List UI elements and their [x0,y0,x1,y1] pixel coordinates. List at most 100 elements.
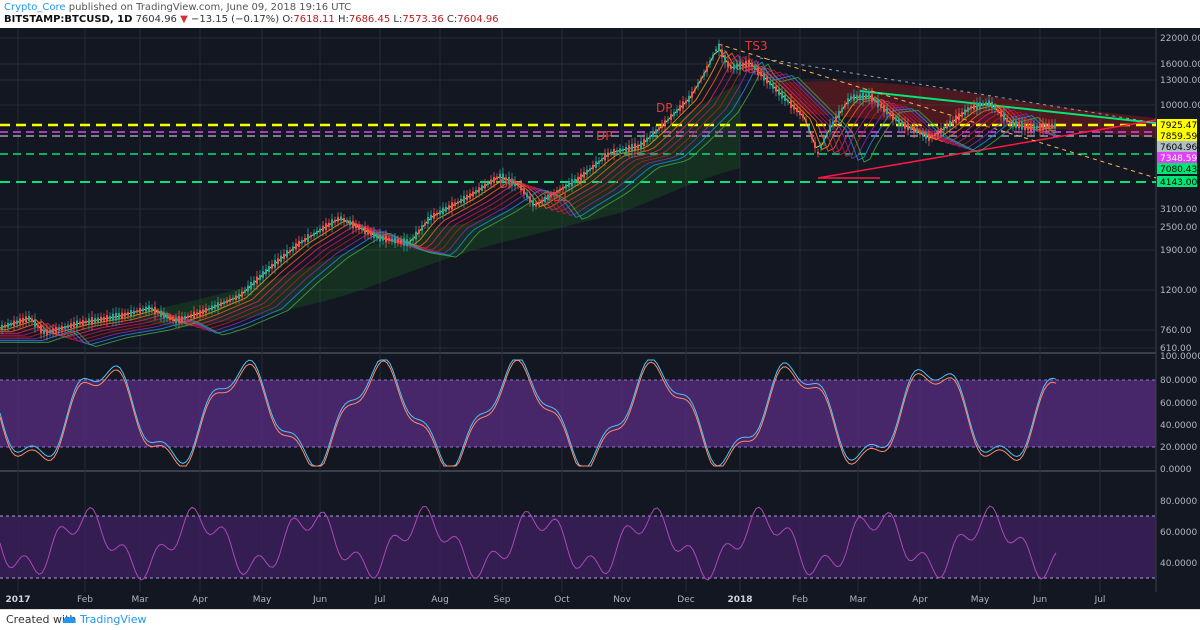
low-value: 7573.36 [402,14,444,25]
open-value: 7618.11 [293,14,335,25]
candle-body [835,116,837,122]
candle-body [187,315,189,319]
candle-body [676,109,678,113]
candle-body [280,255,282,263]
candle-body [787,99,789,103]
rsi-tick-label: 60.0000 [1160,528,1197,538]
candle-body [667,118,669,122]
candle-body [277,258,279,265]
time-tick-label: Apr [192,595,208,605]
candle-body [235,295,237,301]
candle-body [976,102,978,110]
time-tick-label: Mar [132,595,149,605]
candle-body [700,78,702,81]
candle-body [385,235,387,243]
candle-body [40,325,42,333]
rsi-axis[interactable]: 80.0000 60.0000 40.0000 [1160,497,1197,569]
candle-body [1000,111,1002,117]
candle-body [151,307,153,311]
candle-body [58,327,60,331]
candle-body [403,238,405,246]
candle-body [721,49,723,58]
candle-body [592,164,594,170]
stochastic-axis[interactable]: 100.0000 80.0000 60.0000 40.0000 20.0000 0.00… [1160,352,1200,475]
candle-body [706,66,708,72]
candle-body [91,317,93,325]
candle-body [808,126,810,131]
candle-body [265,269,267,275]
candle-body [520,184,522,191]
price-tick-label: 13000.00 [1160,76,1200,86]
candle-body [724,55,726,63]
candle-body [874,99,876,102]
candle-body [1027,124,1029,131]
annotation-label[interactable]: DP [596,129,612,143]
chart-area[interactable]: DP TS1 DP DP TS3 22000.00 16000.00 13000.0… [0,28,1200,609]
candle-body [70,323,72,328]
candle-body [1039,123,1041,131]
candle-body [82,320,84,325]
candle-body [391,238,393,242]
candle-body [1021,122,1023,130]
candle-body [211,305,213,311]
candle-body [541,200,543,203]
annotation-label[interactable]: TS3 [744,39,768,53]
candle-body [604,153,606,161]
candle-body [571,179,573,187]
candle-body [289,250,291,253]
annotation-label[interactable]: TS1 [545,190,569,204]
candle-body [262,271,264,278]
candle-body [505,177,507,181]
candle-body [529,196,531,203]
candle-body [484,183,486,189]
candle-body [964,109,966,115]
candle-body [28,315,30,322]
candle-body [124,312,126,317]
candle-body [670,114,672,120]
candle-body [649,135,651,139]
price-badge [1157,141,1197,152]
chart-canvas[interactable]: DP TS1 DP DP TS3 22000.00 16000.00 13000.0… [0,28,1200,609]
candle-body [199,310,201,316]
candle-body [97,317,99,323]
candle-body [718,44,720,51]
candle-body [535,204,537,207]
price-badge-label: 7925.47 [1160,121,1197,131]
candle-body [697,82,699,87]
candle-body [985,102,987,106]
candle-body [112,313,114,321]
price-axis[interactable]: 22000.00 16000.00 13000.00 10000.00 3100.00 2… [1160,34,1200,354]
candle-body [1024,123,1026,131]
candle-body [376,234,378,239]
time-tick-label: Nov [613,595,631,605]
candle-body [781,91,783,99]
candle-body [190,314,192,318]
candle-body [1009,121,1011,125]
trendline-red[interactable] [817,119,1157,179]
trendline-green[interactable] [859,90,1157,124]
annotation-label[interactable]: DP [656,101,672,115]
candle-body [295,243,297,250]
candle-body [286,250,288,258]
candle-body [607,152,609,157]
candle-body [619,148,621,153]
time-axis[interactable]: 2017 Feb Mar Apr May Jun Jul Aug Sep Oct Nov Dec 201… [5,595,1105,605]
candle-body [889,112,891,116]
candle-body [799,110,801,116]
candle-body [757,67,759,75]
candle-body [412,237,414,241]
candle-body [946,124,948,129]
time-tick-label: 2018 [727,595,752,605]
time-tick-label: Dec [677,595,694,605]
candle-body [328,222,330,227]
stochastic-tick-label: 60.0000 [1160,399,1197,409]
author-link[interactable]: Crypto_Core [4,2,66,13]
price-tick-label: 1200.00 [1160,286,1197,296]
candle-body [544,196,546,202]
candle-body [214,304,216,309]
annotation-label[interactable]: DP [499,177,515,191]
tradingview-brand-link[interactable]: TradingView [80,613,147,626]
candle-body [13,320,15,327]
candle-body [1003,113,1005,121]
candle-body [610,151,612,154]
